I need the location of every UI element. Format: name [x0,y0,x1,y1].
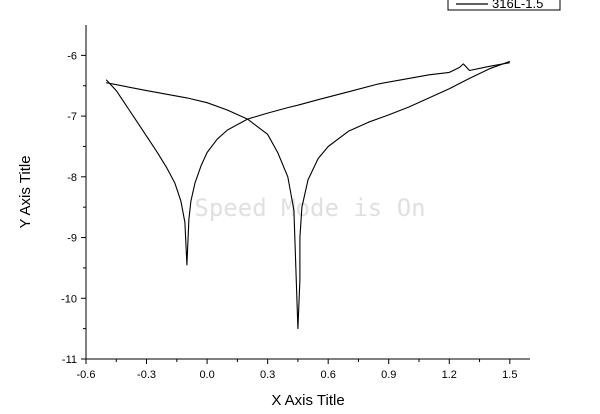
y-axis-title: Y Axis Title [17,155,34,228]
axes [85,25,530,360]
y-tick-label: -9 [67,233,77,245]
x-tick-label: -0.6 [77,369,96,381]
series-line-segment [297,62,510,106]
x-tick-label: 1.5 [502,369,517,381]
x-axis-title: X Axis Title [271,392,344,409]
x-ticks: -0.6 -0.3 0.0 0.3 0.6 0.9 1.2 1.5 [77,359,517,381]
x-tick-label: 0.0 [199,369,214,381]
x-tick-label: -0.3 [137,369,156,381]
legend: 316L-1.5 [447,0,561,11]
y-tick-label: -6 [67,50,77,62]
y-ticks: -11 -10 -9 -8 -7 -6 [61,50,86,366]
legend-label: 316L-1.5 [492,0,543,11]
series-line-segment [105,79,299,266]
x-tick-label: 0.3 [260,369,275,381]
series-line-segment [106,60,510,330]
y-tick-label: -8 [67,172,77,184]
series-layer [105,60,510,330]
legend-box [447,0,561,11]
y-tick-label: -10 [61,293,77,305]
watermark: Speed Mode is On [194,194,425,222]
y-tick-label: -11 [62,354,77,366]
y-tick-label: -7 [67,111,77,123]
x-tick-label: 0.6 [321,369,336,381]
x-tick-label: 1.2 [442,369,457,381]
x-tick-label: 0.9 [381,369,396,381]
